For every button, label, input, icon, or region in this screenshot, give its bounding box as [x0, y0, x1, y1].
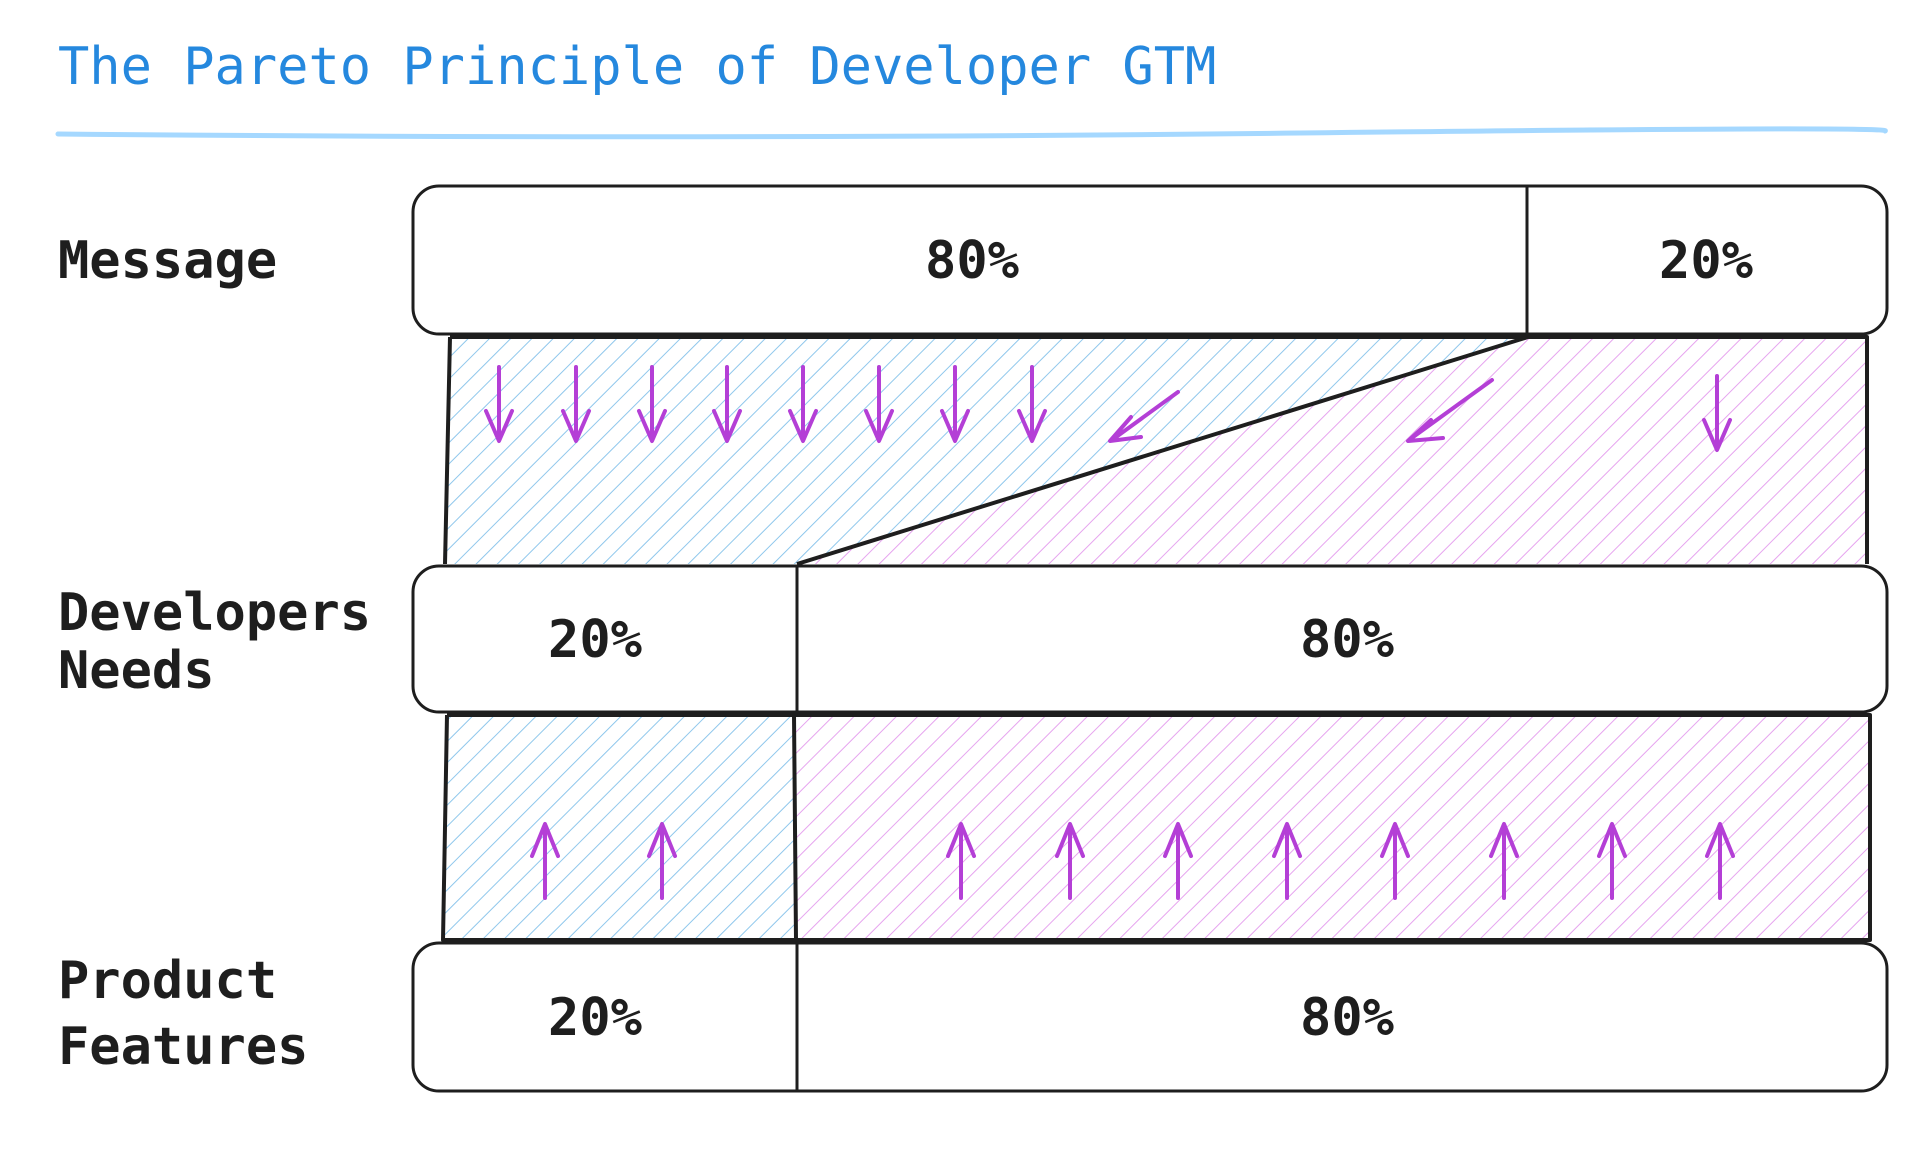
arrow-down-icon: [561, 365, 591, 443]
arrow-up-icon: [1597, 822, 1627, 900]
row-message: Message 80% 20%: [58, 184, 1889, 336]
segment-20-percent: 20%: [1659, 231, 1753, 291]
arrow-diagonal-icon: [1406, 378, 1494, 443]
bar-product-features: [411, 941, 1889, 1093]
row-label-product-features: Product Features: [58, 951, 308, 1077]
flow-band-message-to-needs: [443, 335, 1869, 566]
segment-20-percent: 20%: [548, 988, 642, 1048]
arrow-diagonal-icon: [1108, 390, 1180, 443]
flow-band-features-to-needs: [441, 713, 1872, 942]
row-label-line: Features: [58, 1017, 308, 1077]
arrow-down-icon: [637, 365, 667, 443]
arrow-up-icon: [1163, 822, 1193, 900]
arrow-up-icon: [1380, 822, 1410, 900]
bar-message: [411, 184, 1889, 336]
segment-80-percent: 80%: [1300, 988, 1394, 1048]
segment-80-percent: 80%: [925, 231, 1019, 291]
row-label-line: Developers: [58, 583, 371, 643]
blue-band-top: [445, 337, 1528, 564]
row-label-developer-needs: Developers Needs: [58, 583, 402, 701]
row-label-message: Message: [58, 231, 277, 291]
segment-20-percent: 20%: [548, 610, 642, 670]
band-bottom-outline: [441, 713, 1872, 942]
arrow-down-icon: [712, 365, 742, 443]
row-label-line: Needs: [58, 641, 215, 701]
arrow-up-icon: [647, 822, 677, 900]
purple-band-top: [797, 337, 1867, 564]
row-label-line: Product: [58, 951, 277, 1011]
arrow-up-icon: [1705, 822, 1735, 900]
row-product-features: Product Features 20% 80%: [58, 941, 1889, 1093]
arrow-up-icon: [1489, 822, 1519, 900]
row-developer-needs: Developers Needs 20% 80%: [58, 564, 1889, 714]
arrow-down-icon: [864, 365, 894, 443]
arrow-down-icon: [788, 365, 818, 443]
title-underline: [55, 126, 1888, 140]
band-top-outline: [443, 335, 1869, 566]
arrow-up-icon: [1272, 822, 1302, 900]
blue-band-bottom: [443, 715, 796, 940]
arrow-up-icon: [946, 822, 976, 900]
arrow-down-icon: [1017, 365, 1047, 443]
arrow-down-icon: [484, 365, 514, 443]
row-label-line: Message: [58, 231, 277, 291]
page-title: The Pareto Principle of Developer GTM: [58, 37, 1216, 97]
arrow-down-icon: [940, 365, 970, 443]
arrow-down-icon: [1702, 374, 1732, 452]
segment-80-percent: 80%: [1300, 610, 1394, 670]
bar-developer-needs: [411, 564, 1889, 714]
purple-band-bottom: [794, 715, 1870, 940]
arrow-up-icon: [530, 822, 560, 900]
arrow-up-icon: [1055, 822, 1085, 900]
upward-arrows: [530, 822, 1735, 900]
downward-arrows: [484, 365, 1732, 452]
